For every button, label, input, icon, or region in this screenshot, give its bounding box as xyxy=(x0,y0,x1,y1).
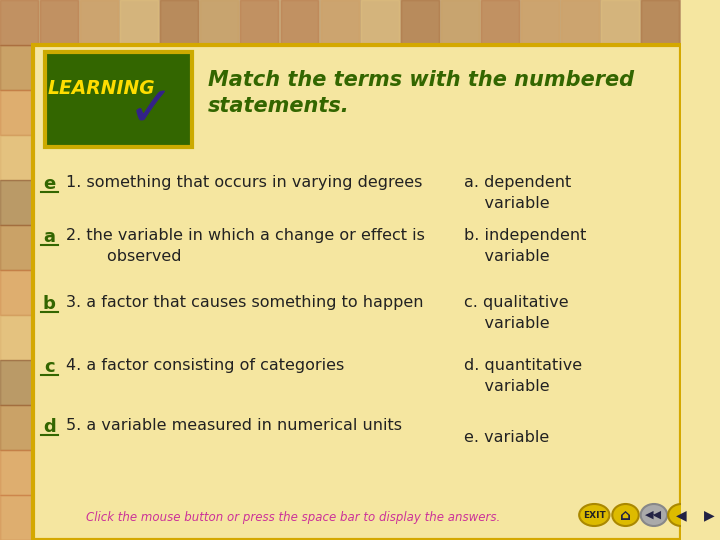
Bar xyxy=(0,450,33,495)
Text: d. quantitative
    variable: d. quantitative variable xyxy=(464,358,582,394)
Bar xyxy=(642,0,679,45)
Text: b. independent
    variable: b. independent variable xyxy=(464,228,586,264)
Bar xyxy=(0,225,33,270)
Text: e. variable: e. variable xyxy=(464,430,549,445)
Text: ▶: ▶ xyxy=(704,508,715,522)
Text: e: e xyxy=(43,175,55,193)
Bar xyxy=(521,0,559,45)
Text: b: b xyxy=(42,295,55,313)
Bar xyxy=(320,0,359,45)
Bar xyxy=(240,0,279,45)
Bar xyxy=(281,0,318,45)
Bar xyxy=(120,0,158,45)
Bar xyxy=(0,45,33,90)
Bar xyxy=(361,0,399,45)
Bar xyxy=(0,180,33,225)
Text: c: c xyxy=(44,358,55,376)
Text: Match the terms with the numbered
statements.: Match the terms with the numbered statem… xyxy=(208,70,634,117)
Text: ◀◀: ◀◀ xyxy=(645,510,662,520)
Text: LEARNING: LEARNING xyxy=(48,79,155,98)
Bar xyxy=(441,0,479,45)
Text: ✓: ✓ xyxy=(127,84,174,138)
Text: Click the mouse button or press the space bar to display the answers.: Click the mouse button or press the spac… xyxy=(86,510,500,523)
Bar xyxy=(0,0,38,45)
Bar xyxy=(0,270,33,315)
Ellipse shape xyxy=(612,504,639,526)
Text: d: d xyxy=(42,418,55,436)
Text: 1. something that occurs in varying degrees: 1. something that occurs in varying degr… xyxy=(66,175,423,190)
Bar xyxy=(0,90,33,135)
Bar xyxy=(601,0,639,45)
FancyBboxPatch shape xyxy=(45,52,192,147)
Text: EXIT: EXIT xyxy=(583,510,606,519)
Text: c. qualitative
    variable: c. qualitative variable xyxy=(464,295,568,331)
Bar xyxy=(401,0,438,45)
Text: ◀: ◀ xyxy=(676,508,687,522)
Bar xyxy=(0,0,681,45)
Bar xyxy=(0,135,33,180)
Text: a. dependent
    variable: a. dependent variable xyxy=(464,175,571,211)
Bar xyxy=(561,0,599,45)
Bar xyxy=(681,0,719,45)
Ellipse shape xyxy=(668,504,695,526)
Text: a: a xyxy=(43,228,55,246)
Bar xyxy=(40,0,78,45)
Bar xyxy=(80,0,118,45)
Ellipse shape xyxy=(579,504,609,526)
Bar xyxy=(161,0,198,45)
Ellipse shape xyxy=(696,504,720,526)
Ellipse shape xyxy=(641,504,667,526)
Bar xyxy=(200,0,238,45)
Bar xyxy=(0,315,33,360)
Bar xyxy=(481,0,519,45)
Bar xyxy=(0,495,33,540)
Bar xyxy=(0,360,33,405)
Text: 3. a factor that causes something to happen: 3. a factor that causes something to hap… xyxy=(66,295,424,310)
Text: 2. the variable in which a change or effect is
        observed: 2. the variable in which a change or eff… xyxy=(66,228,425,264)
Bar xyxy=(0,405,33,450)
Text: 4. a factor consisting of categories: 4. a factor consisting of categories xyxy=(66,358,344,373)
Text: 5. a variable measured in numerical units: 5. a variable measured in numerical unit… xyxy=(66,418,402,433)
Text: ⌂: ⌂ xyxy=(620,508,631,523)
